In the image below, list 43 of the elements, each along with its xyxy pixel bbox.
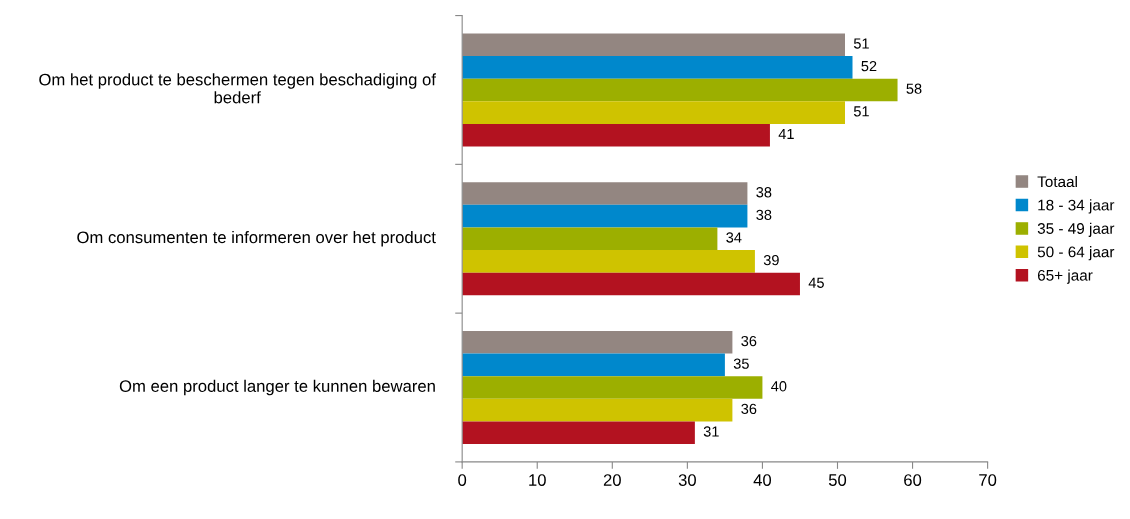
legend-label: 18 - 34 jaar — [1038, 199, 1115, 214]
bar — [462, 353, 725, 377]
data-label: 31 — [703, 426, 719, 437]
x-tick-label: 40 — [753, 474, 772, 486]
bar — [462, 398, 733, 422]
bar — [462, 101, 845, 124]
bar — [462, 250, 755, 273]
data-label: 52 — [861, 60, 877, 72]
data-label: 36 — [741, 403, 757, 415]
data-label: 35 — [733, 358, 749, 369]
x-tick-label: 30 — [678, 474, 696, 486]
data-label: 51 — [853, 106, 869, 117]
bar — [462, 376, 763, 399]
bar — [462, 56, 853, 79]
bar — [462, 204, 748, 228]
data-label: 39 — [763, 254, 779, 266]
data-label: 36 — [741, 335, 757, 347]
data-label: 40 — [771, 381, 787, 392]
legend-label: 50 - 64 jaar — [1037, 246, 1115, 261]
x-tick-label: 10 — [529, 474, 546, 486]
bar — [462, 123, 770, 147]
bar — [462, 272, 800, 296]
y-tick-label: Om het product te beschermen tegen beschadiging of bederf — [39, 73, 436, 104]
data-label: 41 — [778, 128, 794, 139]
x-tick-label: 50 — [828, 474, 847, 486]
data-label: 38 — [756, 209, 772, 221]
data-label: 38 — [756, 187, 772, 198]
bar — [462, 78, 898, 102]
data-label: 45 — [808, 277, 824, 288]
data-label: 34 — [726, 232, 742, 243]
x-tick-label: 0 — [458, 474, 467, 486]
x-tick-label: 20 — [603, 474, 621, 486]
x-tick-label: 60 — [904, 474, 922, 486]
legend-label: Totaal — [1037, 175, 1077, 188]
x-tick-label: 70 — [979, 474, 997, 486]
legend-label: 65+ jaar — [1037, 269, 1093, 284]
bar — [462, 421, 695, 445]
data-label: 51 — [853, 38, 869, 49]
bar — [462, 227, 718, 251]
y-tick-label: Om een product langer te kunnen bewaren — [119, 379, 435, 396]
legend-label: 35 - 49 jaar — [1037, 222, 1115, 237]
data-label: 58 — [906, 83, 922, 94]
y-tick-label: Om consumenten te informeren over het product — [77, 230, 436, 247]
